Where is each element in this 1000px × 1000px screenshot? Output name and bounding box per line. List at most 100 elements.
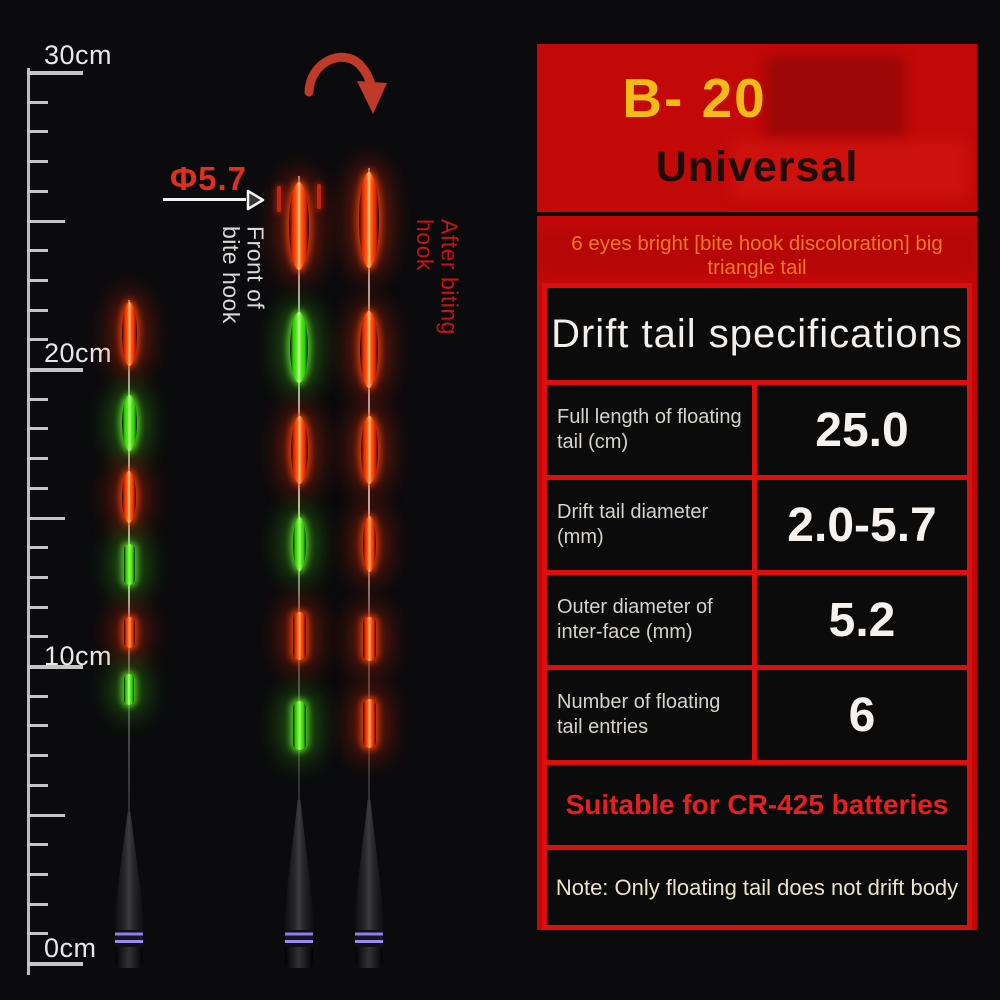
float-led-segment-red (289, 182, 309, 270)
divider-line (537, 212, 977, 216)
ruler-tick (27, 427, 48, 431)
ruler-tick (27, 219, 65, 223)
ruler-unit-label: 10cm (44, 641, 113, 671)
curved-arrow-icon (304, 52, 387, 114)
float-body-taper (113, 812, 145, 930)
table-title: Drift tail specifications (547, 288, 967, 380)
ruler-tick (27, 516, 65, 520)
float-led-segment-red (362, 516, 376, 572)
ruler-line (27, 68, 30, 975)
ruler-tick (27, 813, 65, 817)
ruler-unit-label: 20cm (44, 338, 113, 368)
ruler-tick (27, 843, 48, 847)
spec-row-value: 5.2 (757, 575, 967, 665)
diameter-tick-right (317, 184, 321, 209)
float-led-segment-red (292, 612, 306, 660)
ruler-tick (27, 724, 48, 728)
diameter-tick-left (277, 186, 281, 212)
ruler-tick (27, 457, 48, 461)
ruler-unit-label: 0cm (44, 933, 97, 963)
float-led-segment-red (362, 699, 376, 748)
spec-table: Drift tail specifications Full length of… (542, 283, 972, 930)
spec-row-value: 2.0-5.7 (757, 480, 967, 570)
diameter-label: Φ5.7 (170, 160, 247, 197)
ruler-tick (27, 368, 83, 372)
front-view-float-small-body (112, 812, 146, 968)
ruler-tick (27, 546, 48, 550)
float-body-stripes (285, 930, 313, 947)
front-view-float-large-body (282, 800, 316, 968)
ruler-tick (27, 635, 48, 639)
float-body-cap (285, 947, 313, 968)
ruler-tick (27, 100, 48, 104)
float-led-segment-red (362, 617, 376, 661)
spec-row: Outer diameter of inter-face (mm) 5.2 (547, 575, 967, 665)
ruler-tick (27, 605, 48, 609)
universal-label: Universal (655, 143, 859, 191)
spec-row-label: Full length of floating tail (cm) (547, 385, 752, 475)
battery-note: Suitable for CR-425 batteries (547, 765, 967, 845)
float-led-segment-red (121, 302, 137, 366)
ruler-tick (27, 338, 48, 342)
ruler-unit-label: 30cm (44, 40, 113, 70)
ruler-tick (27, 575, 48, 579)
ruler-tick (27, 397, 48, 401)
ruler-tick (27, 902, 48, 906)
ruler-tick (27, 872, 48, 876)
watermark-blotch (537, 229, 977, 271)
float-led-segment-green (123, 544, 135, 585)
after-label-line1: After biting (436, 219, 463, 335)
spec-panel: B- 20 Universal 6 eyes bright [bite hook… (537, 44, 977, 930)
spec-row-value: 25.0 (757, 385, 967, 475)
ruler-tick (27, 160, 48, 164)
after-biting-hook-label: After biting hook (411, 219, 463, 335)
float-body-cap (115, 947, 143, 968)
ruler-tick (27, 189, 48, 193)
bottom-note: Note: Only floating tail does not drift … (547, 850, 967, 925)
spec-row-label: Drift tail diameter (mm) (547, 480, 752, 570)
ruler-tick (27, 694, 48, 698)
ruler-tick (27, 71, 83, 75)
ruler-tick (27, 783, 48, 787)
front-label-line1: Front of (242, 226, 269, 310)
spec-row-value: 6 (757, 670, 967, 760)
ruler-tick (27, 130, 48, 134)
front-view-float-large-stem (298, 176, 300, 808)
right-arrow-line (163, 198, 246, 201)
float-led-segment-green (290, 312, 308, 383)
spec-row-label: Number of floating tail entries (547, 670, 752, 760)
after-bite-float-body (352, 800, 386, 968)
spec-row: Number of floating tail entries 6 (547, 670, 967, 760)
float-led-segment-green (292, 517, 306, 571)
float-led-segment-green (121, 395, 137, 451)
ruler-tick (27, 249, 48, 253)
after-label-line2: hook (411, 219, 438, 271)
float-body-stripes (355, 930, 383, 947)
float-led-segment-red (122, 471, 136, 523)
ruler-tick (27, 308, 48, 312)
right-arrow-icon (246, 189, 265, 211)
watermark-blotch (732, 140, 967, 198)
float-led-segment-red (360, 416, 378, 484)
float-led-segment-red (360, 311, 378, 388)
float-body-stripes (115, 930, 143, 947)
float-led-segment-green (124, 674, 134, 705)
float-body-taper (353, 800, 385, 930)
spec-row: Drift tail diameter (mm) 2.0-5.7 (547, 480, 967, 570)
spec-row-label: Outer diameter of inter-face (mm) (547, 575, 752, 665)
watermark-blotch (765, 56, 905, 138)
model-number: B- 20 (622, 67, 767, 129)
feature-subtitle: 6 eyes bright [bite hook discoloration] … (571, 232, 943, 279)
ruler-tick (27, 754, 48, 758)
front-label-line2: bite hook (217, 226, 244, 324)
ruler-tick (27, 932, 48, 936)
float-body-taper (283, 800, 315, 930)
front-of-bite-hook-label: Front of bite hook (217, 226, 269, 324)
ruler-tick (27, 962, 83, 966)
float-led-segment-red (123, 617, 135, 648)
float-led-segment-red (359, 172, 379, 268)
ruler-tick (27, 486, 48, 490)
float-body-cap (355, 947, 383, 968)
float-led-segment-red (290, 416, 308, 484)
